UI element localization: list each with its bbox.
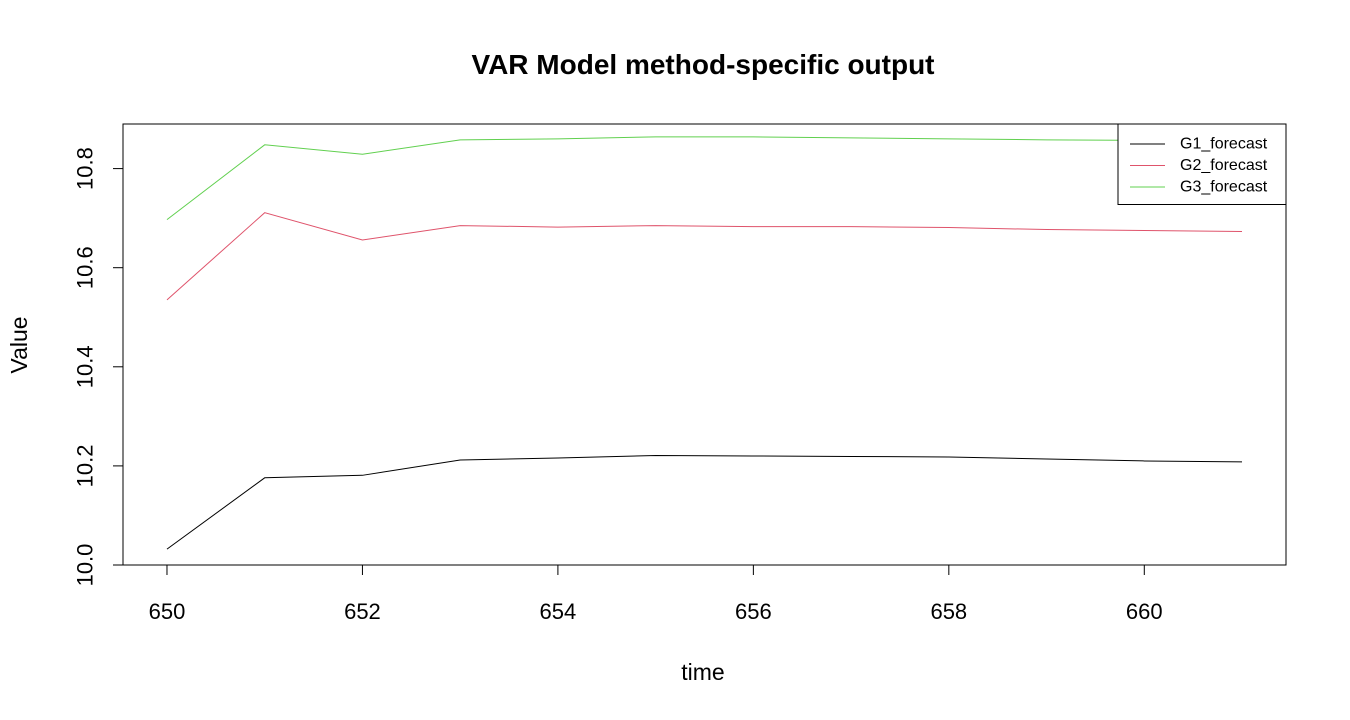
y-axis-label: Value <box>6 316 32 373</box>
series-line-G2_forecast <box>166 212 1243 301</box>
legend: G1_forecast G2_forecast G3_forecast <box>1117 123 1287 205</box>
legend-box <box>1117 123 1287 205</box>
x-axis-label: time <box>681 659 724 685</box>
plot-box <box>122 123 1287 566</box>
series-layer <box>166 136 1243 550</box>
legend-label: G2_forecast <box>1180 157 1268 174</box>
y-tick-label: 10.4 <box>73 345 98 388</box>
x-tick-label: 656 <box>735 599 772 624</box>
y-axis: 10.0 10.2 10.4 10.6 10.8 <box>73 147 124 586</box>
x-tick-label: 650 <box>149 599 186 624</box>
y-tick-label: 10.8 <box>73 147 98 190</box>
y-tick-label: 10.0 <box>73 544 98 587</box>
chart-title: VAR Model method-specific output <box>471 49 934 80</box>
x-tick-label: 654 <box>540 599 577 624</box>
y-tick-label: 10.2 <box>73 444 98 487</box>
x-axis: 650 652 654 656 658 660 <box>149 564 1163 624</box>
x-tick-label: 652 <box>344 599 381 624</box>
legend-label: G1_forecast <box>1180 136 1268 153</box>
series-line-G3_forecast <box>166 136 1243 221</box>
x-tick-label: 660 <box>1126 599 1163 624</box>
y-tick-label: 10.6 <box>73 246 98 289</box>
series-line-G1_forecast <box>166 454 1243 550</box>
legend-label: G3_forecast <box>1180 179 1268 196</box>
x-tick-label: 658 <box>930 599 967 624</box>
